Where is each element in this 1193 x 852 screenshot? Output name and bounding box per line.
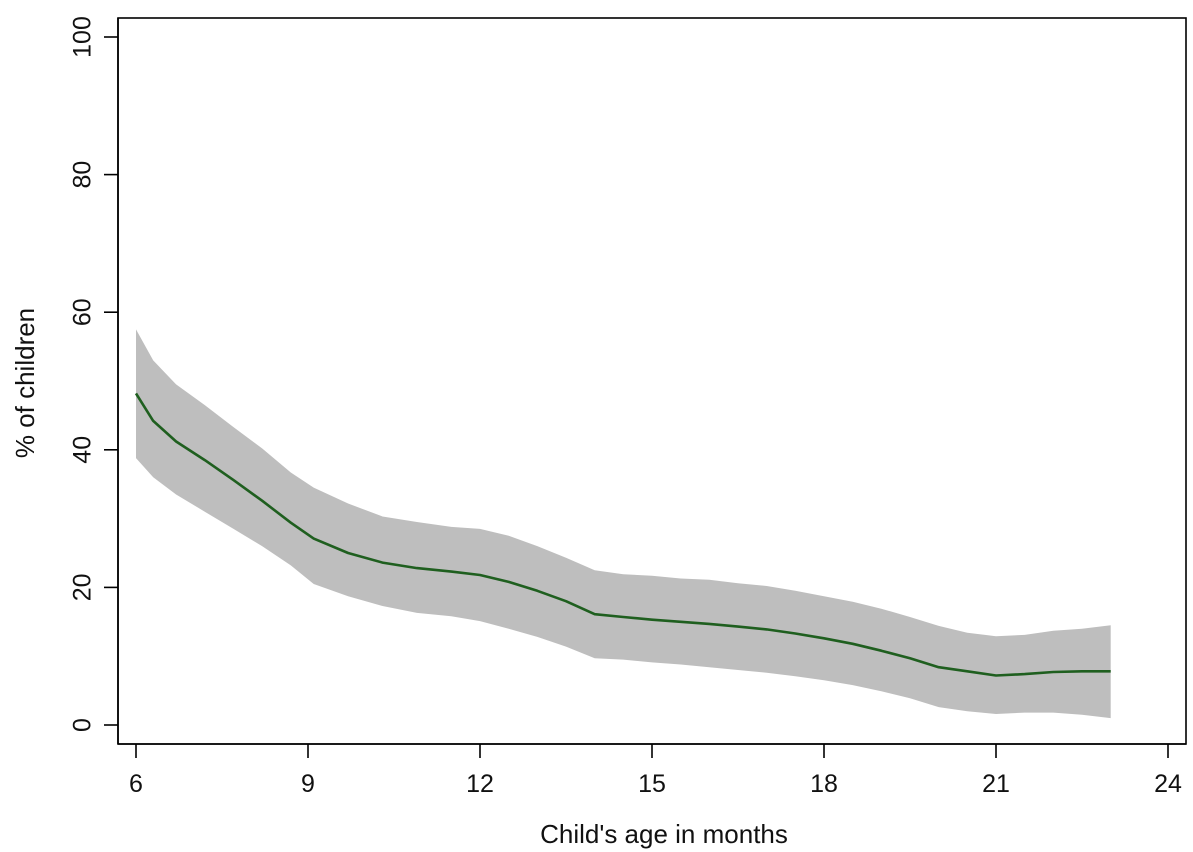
y-tick-label: 100	[69, 16, 97, 58]
y-tick-label: 60	[69, 298, 97, 326]
x-tick-label: 21	[982, 770, 1010, 798]
x-tick-label: 12	[466, 770, 494, 798]
x-tick-label: 9	[301, 770, 315, 798]
x-tick-label: 6	[129, 770, 143, 798]
series-line	[134, 392, 1111, 677]
axes: 0 20 40 60 80 100 6 9 12 15 18 21 24	[69, 16, 1186, 798]
x-tick-label: 24	[1154, 770, 1182, 798]
y-axis-title: % of children	[10, 308, 40, 458]
x-axis-title: Child's age in months	[540, 819, 788, 849]
confidence-band	[136, 329, 1111, 719]
y-tick-label: 40	[69, 436, 97, 464]
confidence-band-layer	[136, 329, 1111, 719]
y-tick-label: 20	[69, 573, 97, 601]
y-tick-label: 0	[69, 718, 97, 732]
x-tick-label: 15	[638, 770, 666, 798]
x-tick-label: 18	[810, 770, 838, 798]
y-tick-label: 80	[69, 161, 97, 189]
series-line-layer	[134, 392, 1111, 677]
